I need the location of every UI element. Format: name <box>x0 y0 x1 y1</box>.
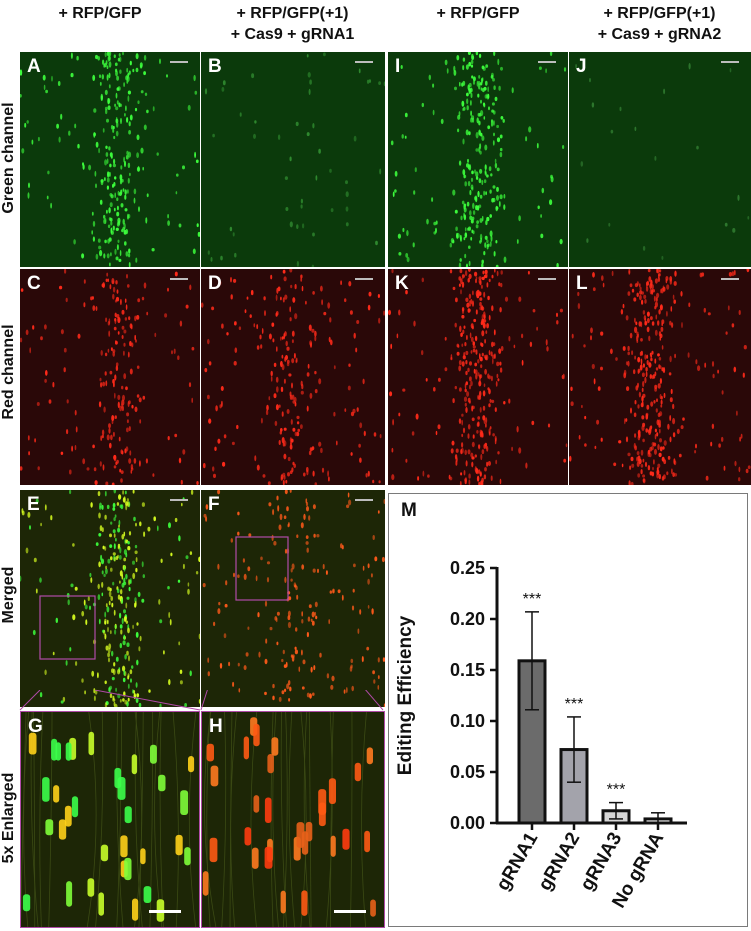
scale-bar <box>355 278 373 280</box>
panel-l-red-grna2: L <box>569 269 751 485</box>
panel-h-enlarged-grna1: H <box>201 711 385 928</box>
green-fluorescence-image <box>575 63 750 260</box>
panel-label: B <box>208 56 222 77</box>
significance-label: *** <box>565 696 584 713</box>
column-title-rfp-gfp-2: + RFP/GFP <box>388 3 568 24</box>
scale-bar <box>334 910 366 913</box>
scale-bar <box>170 278 188 280</box>
column-title-line1: + RFP/GFP <box>436 5 520 22</box>
column-title-line1: + RFP/GFP <box>58 5 142 22</box>
panel-a-green-rfp-gfp: A <box>20 52 200 267</box>
scale-bar <box>149 910 181 913</box>
red-fluorescence-image <box>201 269 385 485</box>
panel-label: M <box>401 500 417 521</box>
panel-label: H <box>209 716 223 737</box>
scale-bar <box>170 61 188 63</box>
red-fluorescence-image <box>20 269 199 485</box>
scale-bar <box>170 499 188 501</box>
panel-label: F <box>208 494 220 515</box>
y-tick-label: 0.15 <box>450 660 485 680</box>
panel-k-red-rfp-gfp: K <box>388 269 568 485</box>
column-title-line1: + RFP/GFP(+1) <box>236 5 349 22</box>
column-title-grna2: + RFP/GFP(+1) + Cas9 + gRNA2 <box>568 3 751 45</box>
panel-label: K <box>395 273 409 294</box>
panel-label: A <box>27 56 41 77</box>
y-tick-label: 0.05 <box>450 762 485 782</box>
editing-efficiency-bar-chart: 0.00 0.05 0.10 0.15 0.20 0.25 Editing Efficien… <box>395 558 687 912</box>
column-title-rfp-gfp-1: + RFP/GFP <box>0 3 200 24</box>
row-title-green: Green channel <box>0 102 17 214</box>
panel-i-green-rfp-gfp: I <box>388 52 568 267</box>
panel-b-green-grna1: B <box>201 52 385 267</box>
panel-m-chart: M 0.00 0.05 0.10 0.15 0.20 0.25 Editing Effici… <box>388 493 748 927</box>
y-tick-label: 0.10 <box>450 711 485 731</box>
significance-label: *** <box>607 782 626 799</box>
scale-bar <box>721 61 739 63</box>
scale-bar <box>721 278 739 280</box>
y-tick-label: 0.20 <box>450 609 485 629</box>
green-fluorescence-image <box>204 52 385 267</box>
column-title-grna1: + RFP/GFP(+1) + Cas9 + gRNA1 <box>200 3 385 45</box>
panel-label: E <box>27 494 40 515</box>
panel-f-merged-grna1: F <box>201 490 385 707</box>
column-title-line1: + RFP/GFP(+1) <box>603 5 716 22</box>
column-title-line2: + Cas9 + gRNA2 <box>597 26 722 43</box>
zoom-indicator-lines <box>19 690 384 711</box>
row-title-merged: Merged <box>0 566 17 624</box>
panel-j-green-grna2: J <box>569 52 751 267</box>
panel-label: C <box>27 273 41 294</box>
green-fluorescence-image <box>20 52 200 267</box>
significance-label: *** <box>523 591 542 608</box>
column-title-line2: + Cas9 + gRNA1 <box>230 26 355 43</box>
panel-d-red-grna1: D <box>201 269 385 485</box>
panel-c-red-rfp-gfp: C <box>20 269 200 485</box>
enlarged-fluorescence-image <box>202 712 376 927</box>
panel-e-merged-rfp-gfp: E <box>20 490 200 707</box>
panel-label: I <box>395 56 401 77</box>
merged-fluorescence-image <box>202 490 385 707</box>
merged-fluorescence-image <box>20 490 200 707</box>
scale-bar <box>538 61 556 63</box>
red-fluorescence-image <box>569 269 751 485</box>
green-fluorescence-image <box>390 52 567 267</box>
panel-label: D <box>208 273 222 294</box>
y-tick-label: 0.00 <box>450 813 485 833</box>
panel-label: J <box>576 56 587 77</box>
row-title-enlarged: 5x Enlarged <box>0 772 17 864</box>
panel-g-enlarged-rfp-gfp: G <box>20 711 200 928</box>
panel-label: L <box>576 273 588 294</box>
y-axis-label: Editing Efficiency <box>395 615 416 775</box>
enlarged-fluorescence-image <box>21 712 197 927</box>
scale-bar <box>355 499 373 501</box>
row-title-red: Red channel <box>0 324 17 420</box>
scale-bar <box>538 278 556 280</box>
scale-bar <box>355 61 373 63</box>
y-tick-label: 0.25 <box>450 558 485 578</box>
panel-label: G <box>28 716 43 737</box>
red-fluorescence-image <box>388 269 568 485</box>
